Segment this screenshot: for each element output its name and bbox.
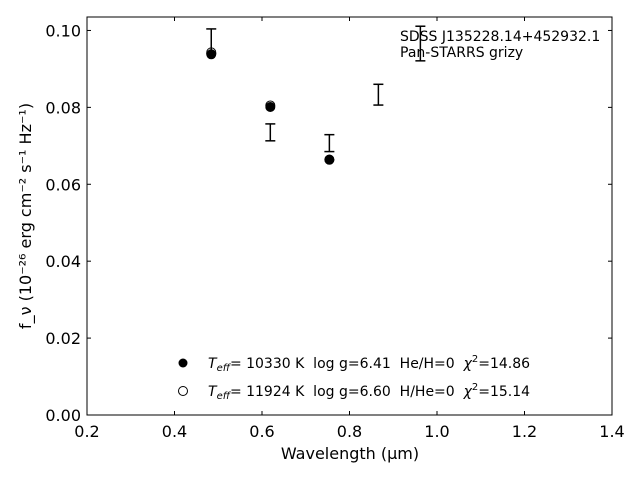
x-axis-label: Wavelength (μm) — [281, 444, 419, 463]
y-tick-label: 0.00 — [45, 406, 81, 425]
y-tick-label: 0.02 — [45, 329, 81, 348]
model-point-open — [324, 154, 335, 165]
legend: Teff= 10330 K log g=6.41 He/H=0 χ2=14.86… — [178, 354, 530, 402]
model-point-open — [206, 47, 217, 58]
model-points — [206, 47, 335, 165]
y-tick-label: 0.10 — [45, 21, 81, 40]
y-tick-label: 0.04 — [45, 252, 81, 271]
legend-marker-open — [178, 386, 188, 396]
legend-entry-1: Teff= 10330 K log g=6.41 He/H=0 χ2=14.86 — [208, 354, 530, 374]
x-tick-label: 1.0 — [424, 422, 449, 441]
x-tick-label: 0.6 — [249, 422, 274, 441]
errorbar — [324, 133, 335, 153]
y-tick-label: 0.06 — [45, 175, 81, 194]
x-tick-label: 1.4 — [599, 422, 624, 441]
model-point-open — [265, 100, 276, 111]
model-point-filled — [206, 49, 217, 60]
errorbar — [373, 83, 384, 106]
observed-errorbars — [206, 25, 426, 153]
x-axis-label-text: Wavelength (μm) — [281, 444, 419, 463]
x-tick-label: 0.2 — [74, 422, 99, 441]
y-axis-label-text: f_ν (10⁻²⁶ erg cm⁻² s⁻¹ Hz⁻¹) — [16, 103, 36, 329]
axis-ticks: 0.2 0.4 0.6 0.8 1.0 1.2 1.4 0.00 0.02 0.04 0.06 0.0… — [45, 17, 625, 441]
annotation-object: SDSS J135228.14+452932.1 — [400, 29, 600, 45]
annotation-photometry: Pan-STARRS grizy — [400, 45, 523, 61]
errorbar — [415, 25, 426, 62]
legend-entry-2: Teff= 11924 K log g=6.60 H/He=0 χ2=15.14 — [208, 382, 530, 402]
legend-marker-filled — [178, 358, 188, 368]
y-tick-label: 0.08 — [45, 98, 81, 117]
y-axis-label: f_ν (10⁻²⁶ erg cm⁻² s⁻¹ Hz⁻¹) — [16, 103, 36, 329]
x-tick-label: 0.8 — [337, 422, 362, 441]
x-tick-label: 0.4 — [162, 422, 187, 441]
errorbar — [265, 123, 276, 142]
x-tick-label: 1.2 — [512, 422, 537, 441]
